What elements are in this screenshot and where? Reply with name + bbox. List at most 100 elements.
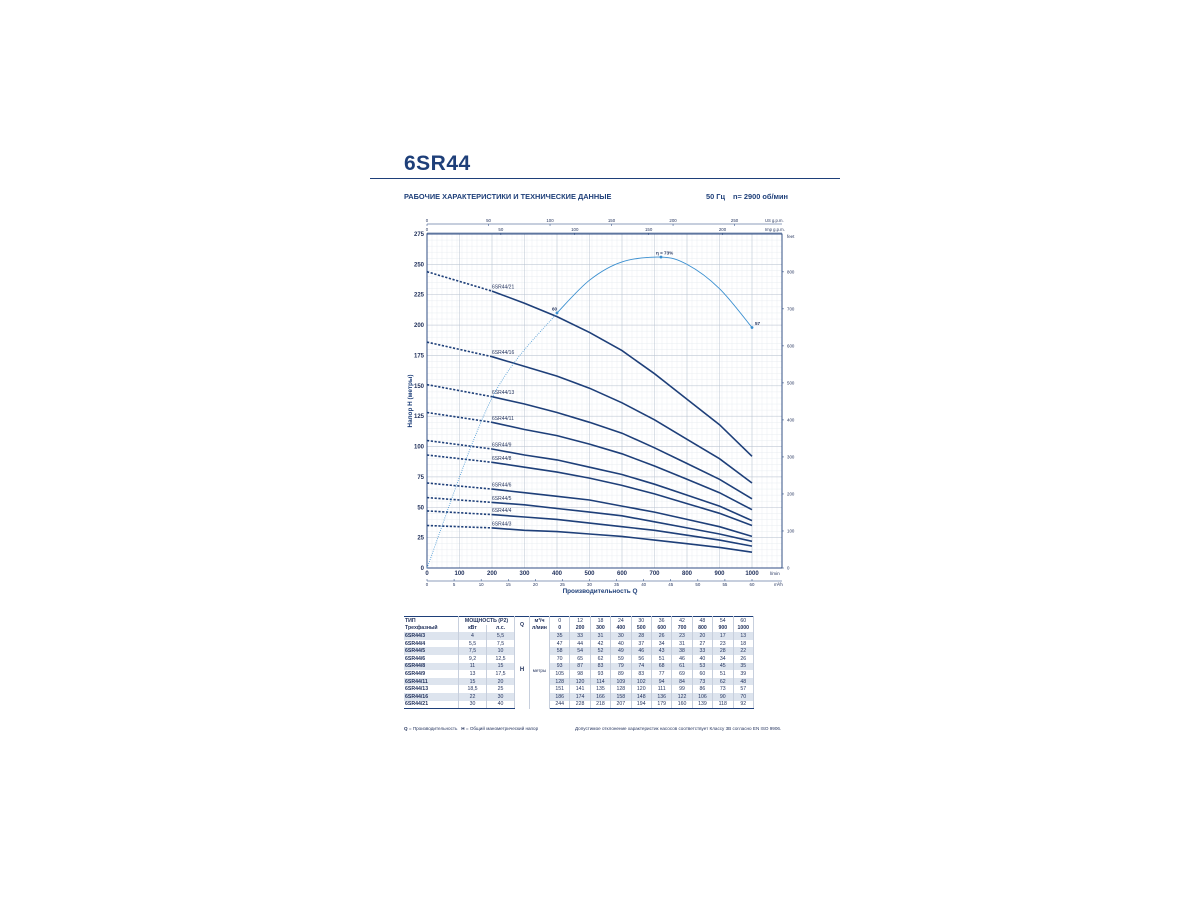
head-value: 141 bbox=[569, 685, 591, 693]
head-value: 40 bbox=[692, 654, 714, 663]
head-value: 93 bbox=[590, 670, 612, 678]
axis-top-scales: 0 50 100 150 200 250 US g.p.m. 0 50 100 150 200 Imp … bbox=[426, 218, 785, 235]
curve-label: 6SR44/11 bbox=[492, 416, 514, 422]
curve-label: 6SR44/16 bbox=[492, 350, 514, 356]
head-value: 122 bbox=[671, 692, 693, 701]
pump-type: 6SR44/3 bbox=[404, 632, 459, 640]
curve-6SR44/13 bbox=[491, 395, 753, 500]
y-right-tick-label: 200 bbox=[787, 492, 795, 497]
head-value: 45 bbox=[712, 662, 734, 671]
table-row: 6SR44/4 5,5 7,5 47 44 42 40 37 34 31 27 23 18 bbox=[404, 639, 754, 648]
curve-label: 6SR44/21 bbox=[492, 285, 514, 291]
m3h-tick-label: 55 bbox=[722, 582, 727, 587]
head-value: 31 bbox=[671, 639, 693, 648]
head-value: 90 bbox=[712, 692, 734, 701]
axis-left: 0 25 50 75 100 125 150 175 200 225 250 275 bbox=[414, 232, 425, 572]
table-row: 6SR44/13 18,5 25 151 141 135 128 120 111 99 86 73 57 bbox=[404, 685, 754, 693]
head-value: 135 bbox=[590, 685, 612, 693]
head-value: 51 bbox=[651, 654, 673, 663]
head-value: 46 bbox=[671, 654, 693, 663]
us-gpm-tick-label: 150 bbox=[608, 218, 616, 223]
y-tick-label: 275 bbox=[414, 232, 425, 238]
head-value: 23 bbox=[712, 639, 734, 648]
m3h-tick-label: 60 bbox=[750, 582, 755, 587]
h-label: H bbox=[519, 667, 525, 674]
head-value: 94 bbox=[651, 677, 673, 686]
head-value: 46 bbox=[631, 647, 652, 655]
q-m3h-value: 0 bbox=[549, 615, 571, 625]
y-tick-label: 25 bbox=[417, 536, 424, 542]
x-tick-label: 1000 bbox=[745, 571, 759, 577]
curve-label: 6SR44/8 bbox=[492, 456, 512, 462]
table-row: 6SR44/8 11 15 93 87 83 79 74 68 61 53 45 35 bbox=[404, 662, 754, 671]
grid-major bbox=[426, 233, 782, 569]
head-value: 105 bbox=[549, 670, 571, 678]
power-hp: 5,5 bbox=[486, 632, 515, 640]
curve-dashed-6SR44/9 bbox=[426, 439, 493, 450]
q-m3h-value: 30 bbox=[631, 615, 652, 625]
imp-gpm-tick-label: 0 bbox=[426, 227, 429, 232]
efficiency-curve-dotted bbox=[426, 312, 558, 569]
axis-bottom: 0 100 200 300 400 500 600 700 800 900 1000 l/min 0 5 1… bbox=[425, 571, 783, 587]
head-value: 18 bbox=[733, 639, 754, 648]
head-value: 26 bbox=[651, 632, 673, 640]
table-row: 6SR44/11 15 20 128 120 114 109 102 94 84 73 62 48 bbox=[404, 677, 754, 686]
head-value: 37 bbox=[631, 639, 652, 648]
imp-gpm-unit-label: Imp g.p.m. bbox=[765, 227, 785, 232]
head-value: 68 bbox=[651, 662, 673, 671]
head-value: 106 bbox=[692, 692, 714, 701]
head-value: 70 bbox=[549, 654, 571, 663]
head-value: 34 bbox=[651, 639, 673, 648]
power-kw: 13 bbox=[458, 670, 487, 678]
page-title: 6SR44 bbox=[404, 152, 471, 175]
m3h-tick-label: 15 bbox=[506, 582, 511, 587]
head-value: 47 bbox=[549, 639, 571, 648]
power-kw: 7,5 bbox=[458, 647, 487, 655]
us-gpm-tick-label: 100 bbox=[546, 218, 554, 223]
kw-header: кВт bbox=[458, 624, 487, 633]
head-value: 39 bbox=[733, 670, 754, 678]
speed-label: n= 2900 об/мин bbox=[733, 192, 788, 201]
power-hp: 15 bbox=[486, 662, 515, 671]
imp-gpm-tick-label: 100 bbox=[571, 227, 579, 232]
hp-header: л.с. bbox=[486, 624, 515, 633]
q-unit-m3h: м³/ч bbox=[529, 615, 550, 625]
q-lmin-value: 700 bbox=[671, 624, 693, 633]
head-value: 102 bbox=[631, 677, 652, 686]
head-value: 35 bbox=[733, 662, 754, 671]
curve-6SR44/21 bbox=[491, 290, 753, 457]
x-tick-label: 800 bbox=[682, 571, 693, 577]
head-value: 35 bbox=[549, 632, 571, 640]
section-title: РАБОЧИЕ ХАРАКТЕРИСТИКИ И ТЕХНИЧЕСКИЕ ДАН… bbox=[404, 192, 612, 201]
y-tick-label: 100 bbox=[414, 445, 425, 451]
q-m3h-value: 36 bbox=[651, 615, 673, 625]
head-value: 74 bbox=[631, 662, 652, 671]
power-kw: 15 bbox=[458, 677, 487, 686]
y-right-tick-label: 800 bbox=[787, 269, 795, 274]
head-value: 218 bbox=[590, 700, 612, 710]
efficiency-label: η = 73% bbox=[656, 251, 673, 256]
q-lmin-value: 0 bbox=[549, 624, 571, 633]
y-right-tick-label: 500 bbox=[787, 381, 795, 386]
curve-dashed-6SR44/8 bbox=[426, 454, 493, 464]
y-right-unit: feet bbox=[787, 234, 795, 239]
head-value: 70 bbox=[733, 692, 754, 701]
head-value: 118 bbox=[712, 700, 734, 710]
head-value: 38 bbox=[671, 647, 693, 655]
footnote-h-text: = Общий манометрический напор bbox=[464, 726, 539, 731]
head-value: 179 bbox=[651, 700, 673, 710]
x-tick-label: 200 bbox=[487, 571, 498, 577]
y-tick-label: 250 bbox=[414, 262, 425, 268]
axis-right: 0 100 200 300 400 500 600 700 800 feet bbox=[782, 234, 795, 571]
head-value: 59 bbox=[610, 654, 632, 663]
head-value: 128 bbox=[610, 685, 632, 693]
efficiency-point bbox=[555, 311, 559, 315]
head-value: 34 bbox=[712, 654, 734, 663]
us-gpm-tick-label: 250 bbox=[731, 218, 739, 223]
head-value: 49 bbox=[610, 647, 632, 655]
head-value: 139 bbox=[692, 700, 714, 710]
head-value: 17 bbox=[712, 632, 734, 640]
q-lmin-value: 1000 bbox=[733, 624, 754, 633]
